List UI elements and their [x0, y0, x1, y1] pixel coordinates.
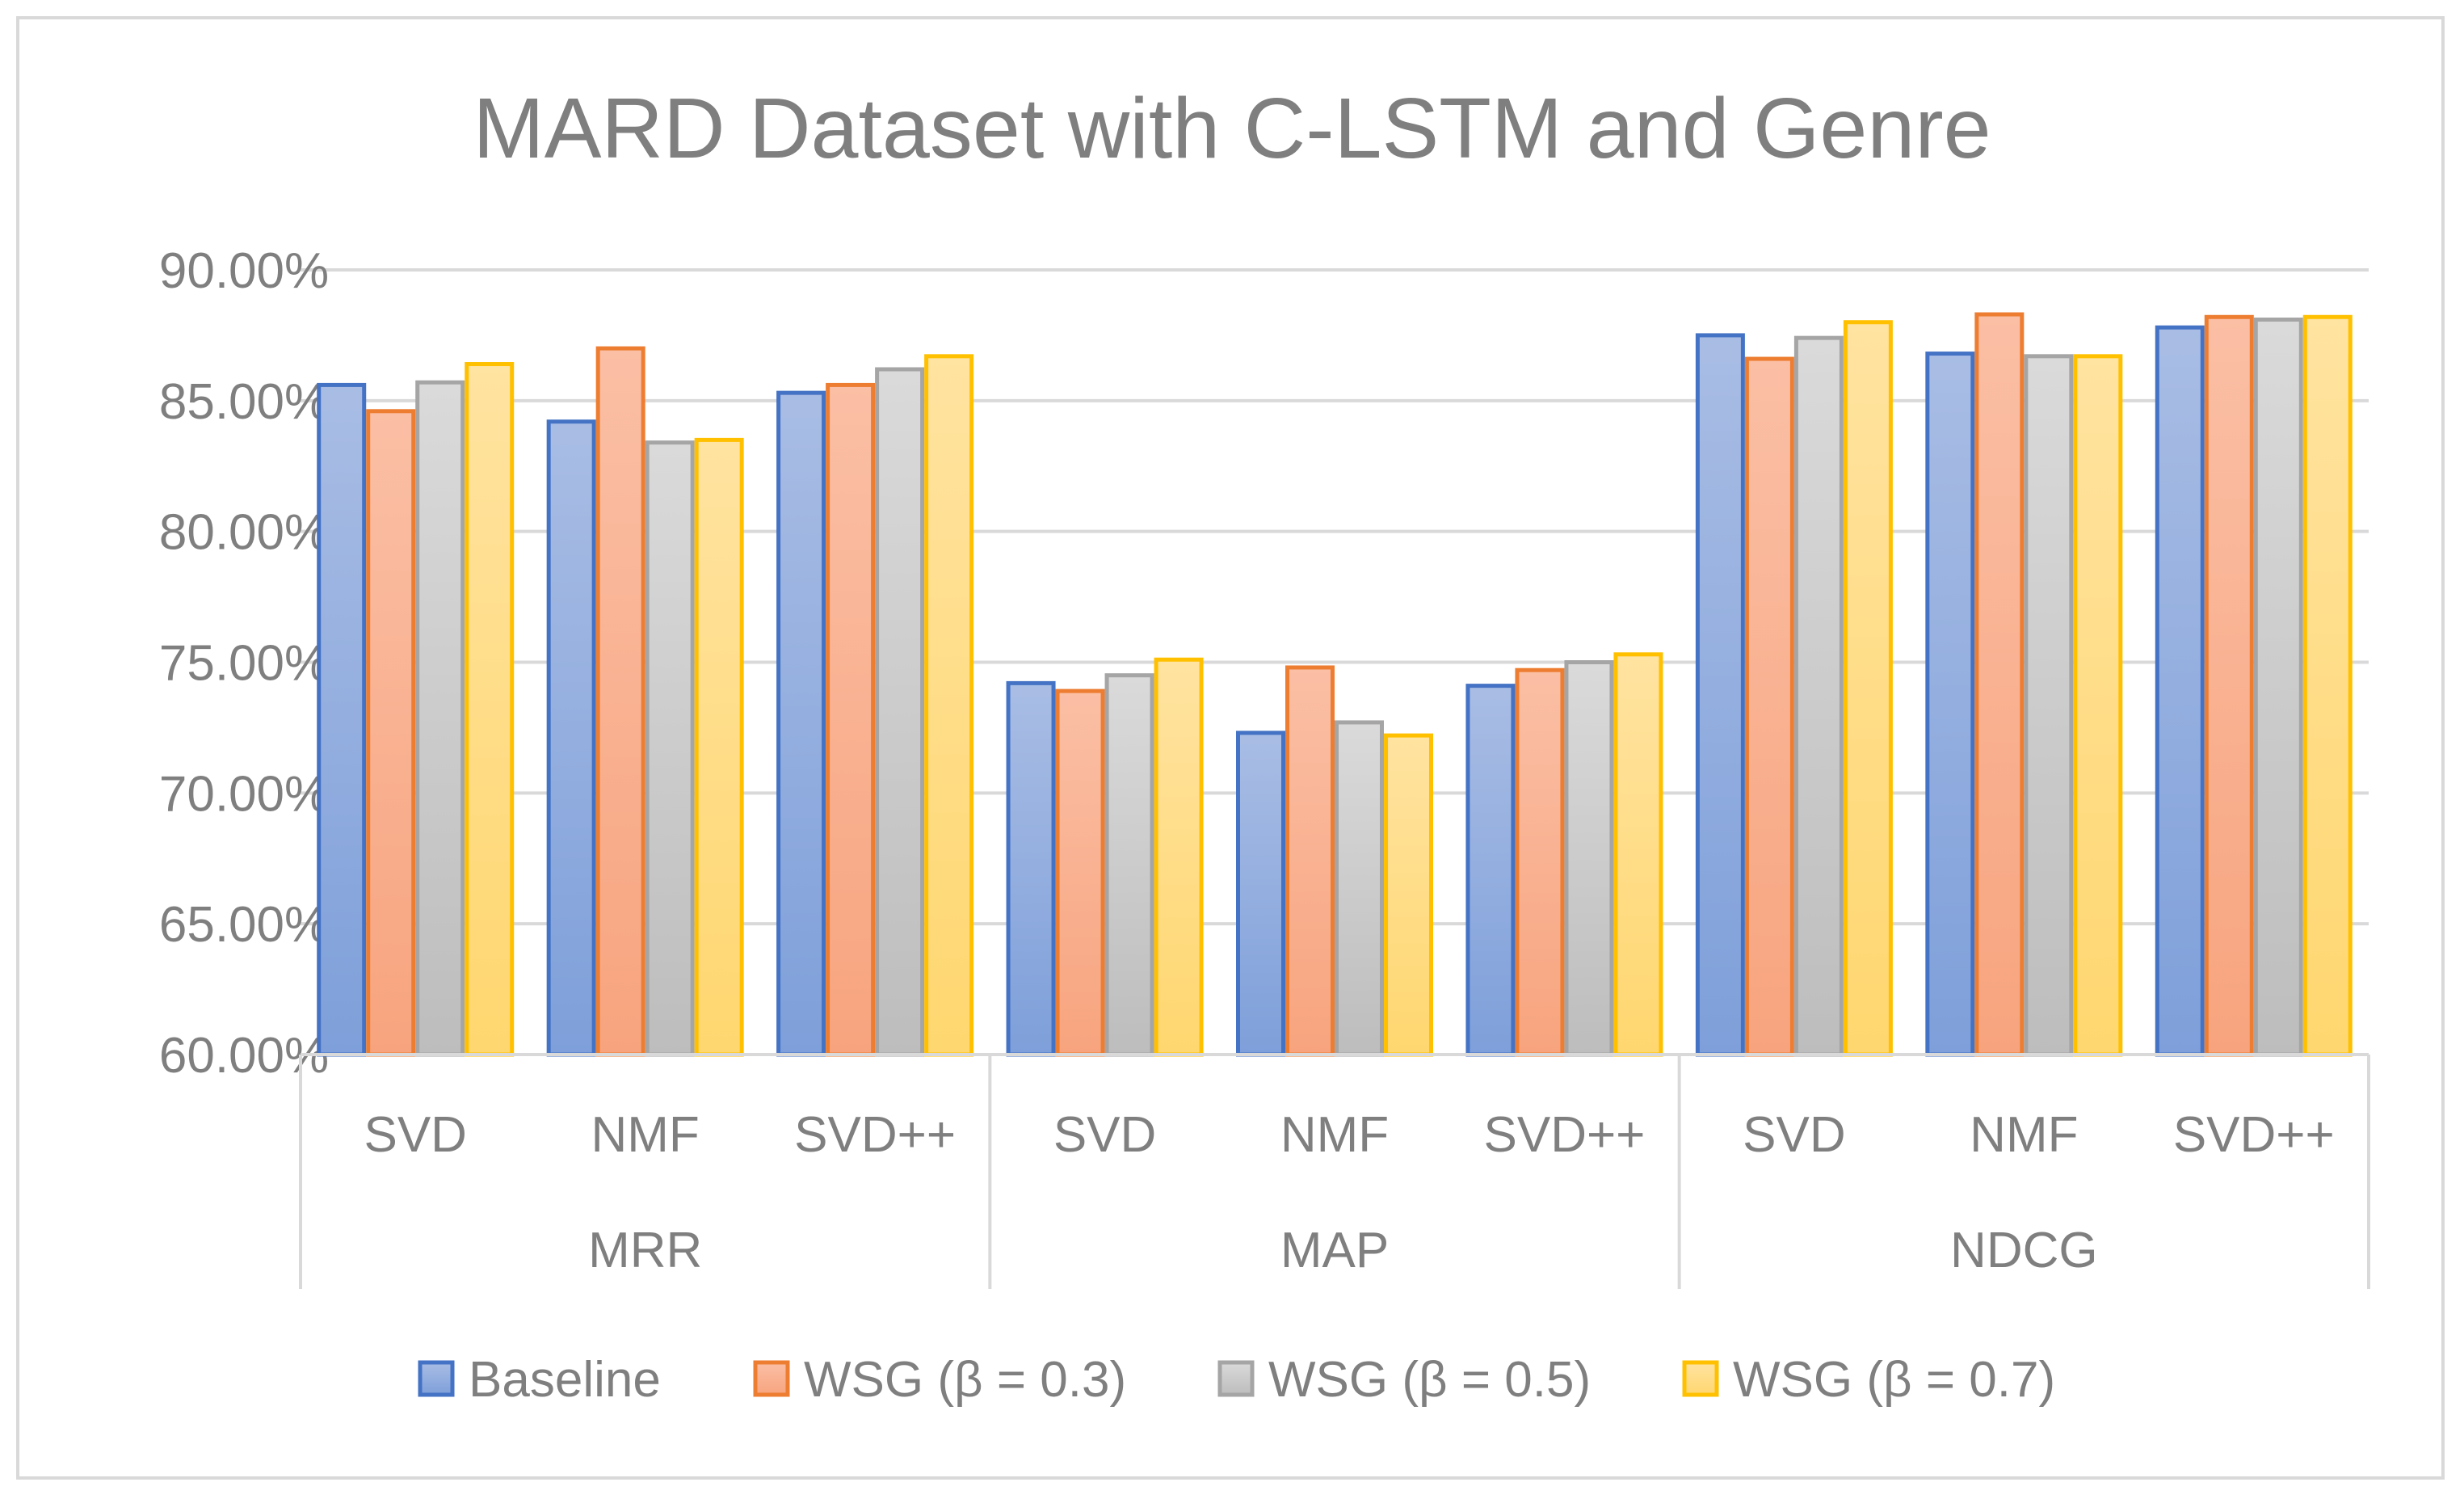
bar-wsg-0-7--2 [924, 354, 974, 1057]
bar-wsg-0-5--6 [1793, 335, 1844, 1057]
x-axis: SVD NMF SVD++ MRR SVD NMF SVD++ MAP SVD NMF SVD++ N… [299, 1053, 2370, 1289]
bar-wsg-0-7--5 [1613, 652, 1663, 1057]
bar-wsg-0-5--2 [875, 367, 925, 1057]
bar-baseline-6 [1695, 333, 1745, 1057]
bar-baseline-0 [317, 382, 367, 1057]
x-tick-label: SVD [364, 1107, 466, 1163]
bar-wsg-0-3--0 [366, 409, 416, 1057]
x-tick-label: SVD [1743, 1107, 1845, 1163]
x-tick-label: NMF [591, 1107, 700, 1163]
bar-wsg-0-7--1 [694, 437, 744, 1057]
bar-wsg-0-5--1 [645, 440, 695, 1057]
bar-wsg-0-7--7 [2073, 354, 2123, 1057]
bar-wsg-0-3--2 [826, 382, 876, 1057]
y-tick-label: 90.00% [159, 243, 329, 299]
bar-wsg-0-3--4 [1285, 665, 1335, 1057]
bar-wsg-0-5--4 [1335, 720, 1384, 1057]
x-tick-label: SVD++ [794, 1107, 956, 1163]
bar-baseline-4 [1236, 731, 1285, 1057]
bar-wsg-0-5--8 [2253, 317, 2303, 1057]
legend-swatch [418, 1360, 455, 1397]
y-tick-label: 80.00% [159, 505, 329, 561]
x-tick-label: SVD [1053, 1107, 1156, 1163]
bar-wsg-0-7--6 [1843, 320, 1893, 1057]
bar-baseline-5 [1465, 684, 1516, 1057]
y-tick-label: 65.00% [159, 897, 329, 953]
bar-baseline-2 [776, 390, 826, 1057]
x-tick-label: NMF [1280, 1107, 1389, 1163]
bar-wsg-0-7--4 [1384, 733, 1433, 1057]
legend-swatch [753, 1360, 790, 1397]
x-tick-label: SVD++ [2173, 1107, 2335, 1163]
bar-wsg-0-7--3 [1154, 657, 1204, 1057]
y-tick-label: 85.00% [159, 374, 329, 430]
bar-wsg-0-3--3 [1055, 688, 1105, 1057]
bar-wsg-0-3--5 [1515, 667, 1565, 1057]
bar-wsg-0-7--0 [465, 362, 515, 1057]
legend-swatch [1682, 1360, 1719, 1397]
legend-label: WSG (β = 0.5) [1268, 1352, 1591, 1408]
bar-baseline-3 [1006, 680, 1056, 1057]
x-group-label: MRR [588, 1223, 702, 1278]
y-axis-tick-labels: 60.00%65.00%70.00%75.00%80.00%85.00%90.0… [159, 243, 329, 1084]
bar-wsg-0-3--8 [2204, 314, 2254, 1057]
bar-wsg-0-5--0 [415, 380, 465, 1057]
legend-label: WSG (β = 0.3) [804, 1352, 1126, 1408]
y-tick-label: 70.00% [159, 766, 329, 822]
bar-baseline-7 [1925, 352, 1975, 1057]
bar-wsg-0-3--6 [1744, 356, 1794, 1057]
legend-label: WSG (β = 0.7) [1733, 1352, 2055, 1408]
bar-wsg-0-3--7 [1974, 312, 2025, 1057]
bar-baseline-8 [2155, 325, 2205, 1057]
legend: Baseline WSG (β = 0.3) WSG (β = 0.5) WSG (β… [418, 1352, 2055, 1408]
y-tick-label: 75.00% [159, 636, 329, 692]
x-tick-label: SVD++ [1483, 1107, 1645, 1163]
bar-wsg-0-5--5 [1564, 660, 1614, 1057]
chart-title: MARD Dataset with C-LSTM and Genre [473, 81, 1991, 176]
x-tick-label: NMF [1970, 1107, 2078, 1163]
bar-wsg-0-5--7 [2024, 354, 2074, 1057]
x-group-label: MAP [1280, 1223, 1389, 1278]
bar-wsg-0-5--3 [1104, 673, 1154, 1057]
x-group-label: NDCG [1950, 1223, 2098, 1278]
bar-baseline-1 [546, 419, 596, 1057]
bar-wsg-0-3--1 [595, 346, 645, 1057]
legend-label: Baseline [469, 1352, 661, 1408]
legend-swatch [1217, 1360, 1255, 1397]
bars [317, 312, 2353, 1057]
bar-wsg-0-7--8 [2302, 314, 2353, 1057]
